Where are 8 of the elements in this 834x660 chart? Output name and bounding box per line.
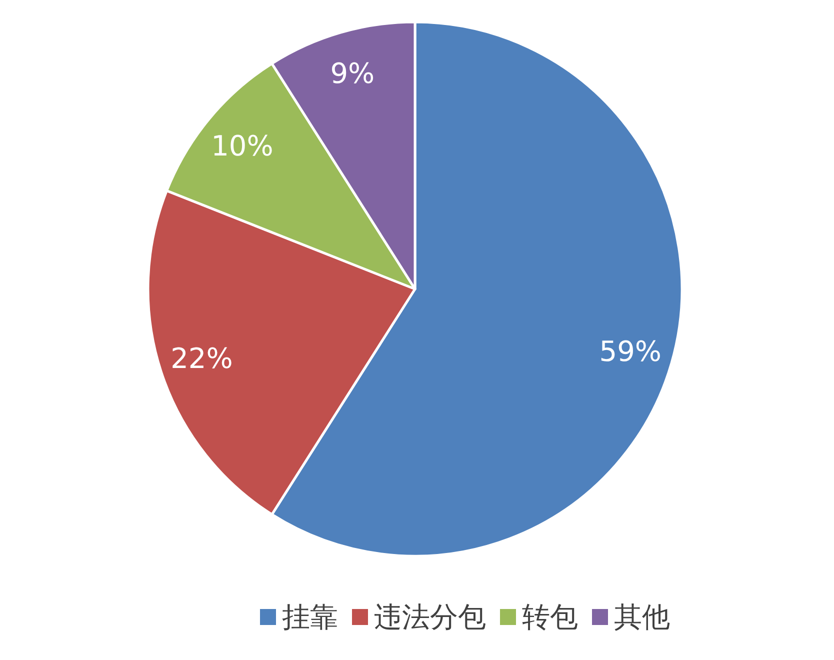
data-label: 10% [211, 130, 274, 163]
legend-label: 其他 [614, 600, 670, 634]
legend-label: 转包 [522, 600, 578, 634]
legend-label: 违法分包 [374, 600, 486, 634]
data-label: 59% [599, 335, 662, 368]
data-label: 9% [330, 57, 375, 90]
data-label: 22% [170, 342, 233, 375]
legend-label: 挂靠 [282, 600, 338, 634]
